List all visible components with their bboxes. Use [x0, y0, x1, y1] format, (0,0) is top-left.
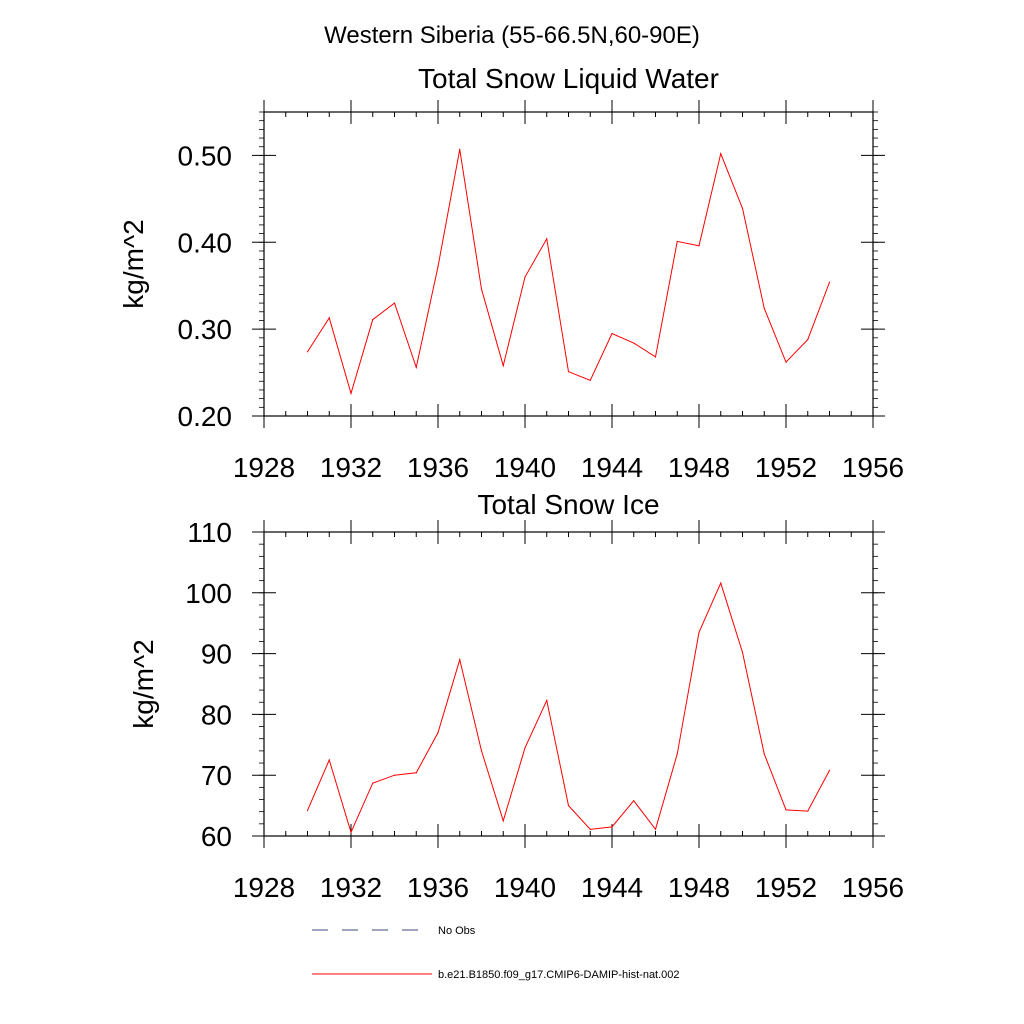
- legend-label-no-obs: No Obs: [438, 925, 476, 937]
- x-tick-label: 1944: [581, 872, 643, 903]
- y-axis-label: kg/m^2: [118, 219, 149, 308]
- data-point: [589, 828, 591, 830]
- data-point: [654, 356, 657, 358]
- x-tick-label: 1952: [755, 872, 817, 903]
- data-point: [393, 774, 396, 776]
- x-tick-label: 1948: [668, 452, 730, 483]
- data-point: [633, 342, 635, 344]
- data-point: [502, 365, 504, 367]
- data-point: [676, 240, 678, 243]
- data-point: [654, 828, 657, 830]
- data-point: [437, 732, 439, 734]
- data-point: [546, 238, 548, 240]
- data-point: [567, 371, 570, 373]
- data-point: [589, 379, 591, 381]
- series-line: [307, 149, 830, 396]
- data-point: [393, 302, 396, 304]
- data-point: [785, 361, 787, 363]
- x-tick-label: 1928: [233, 452, 295, 483]
- data-point: [306, 809, 309, 812]
- data-point: [415, 772, 417, 774]
- data-point: [350, 392, 352, 395]
- data-point: [698, 631, 700, 633]
- x-tick-label: 1956: [842, 452, 904, 483]
- data-point: [633, 800, 635, 802]
- data-point: [524, 276, 526, 278]
- legend-label-hist-nat: b.e21.B1850.f09_g17.CMIP6-DAMIP-hist-nat…: [438, 969, 680, 981]
- data-point: [807, 810, 809, 812]
- main-title: Western Siberia (55-66.5N,60-90E): [324, 22, 700, 49]
- data-point: [459, 659, 461, 661]
- y-tick-label: 80: [201, 699, 232, 730]
- y-tick-label: 90: [201, 639, 232, 670]
- y-tick-label: 0.30: [178, 314, 233, 345]
- chart-title: Total Snow Liquid Water: [418, 63, 719, 94]
- data-point: [350, 831, 352, 833]
- legend: No Obs b.e21.B1850.f09_g17.CMIP6-DAMIP-h…: [312, 925, 680, 981]
- data-point: [828, 769, 831, 771]
- data-point: [524, 747, 526, 749]
- y-axis-label: kg/m^2: [128, 639, 159, 728]
- x-tick-label: 1956: [842, 872, 904, 903]
- panel-total-snow-liquid-water: Total Snow Liquid Water 1928 1932 1936 1940 1…: [118, 63, 904, 483]
- data-point: [502, 820, 504, 822]
- y-tick-label: 0.50: [178, 140, 233, 171]
- y-tick-label: 110: [187, 517, 232, 548]
- data-point: [828, 281, 831, 283]
- series-line: [307, 581, 830, 834]
- x-tick-label: 1928: [233, 872, 295, 903]
- data-point: [567, 805, 570, 807]
- data-point: [459, 148, 461, 150]
- x-tick-label: 1932: [320, 872, 382, 903]
- y-tick-label: 70: [201, 760, 232, 791]
- x-tick-label: 1936: [407, 872, 469, 903]
- y-tick-label: 0.40: [178, 227, 233, 258]
- x-tick-label: 1944: [581, 452, 643, 483]
- data-point: [741, 207, 744, 210]
- data-point: [328, 759, 330, 761]
- data-point: [480, 288, 483, 290]
- y-tick-label: 100: [185, 578, 232, 609]
- data-point: [437, 266, 439, 268]
- data-point: [306, 351, 309, 353]
- data-point: [698, 245, 700, 247]
- data-point: [807, 338, 809, 341]
- chart-title: Total Snow Ice: [477, 489, 659, 520]
- data-point: [415, 366, 417, 368]
- data-point: [328, 317, 330, 319]
- data-point: [785, 809, 787, 811]
- y-tick-label: 60: [201, 821, 232, 852]
- panel-total-snow-ice: Total Snow Ice 1928 1932 1936 1940 1944 1948 19…: [128, 489, 904, 903]
- x-tick-label: 1940: [494, 872, 556, 903]
- data-point: [372, 782, 374, 784]
- x-tick-label: 1932: [320, 452, 382, 483]
- plot-frame: [263, 531, 874, 837]
- data-point: [372, 318, 374, 321]
- data-point: [546, 699, 548, 702]
- data-point: [741, 651, 744, 653]
- data-point: [611, 826, 613, 828]
- data-point: [763, 307, 765, 309]
- data-point: [480, 750, 483, 752]
- data-point: [611, 332, 613, 335]
- data-point: [763, 753, 765, 755]
- x-tick-label: 1948: [668, 872, 730, 903]
- data-point: [720, 153, 722, 155]
- x-tick-label: 1952: [755, 452, 817, 483]
- y-tick-label: 0.20: [178, 401, 233, 432]
- data-point: [720, 582, 722, 584]
- x-tick-label: 1940: [494, 452, 556, 483]
- data-point: [676, 753, 678, 755]
- x-tick-label: 1936: [407, 452, 469, 483]
